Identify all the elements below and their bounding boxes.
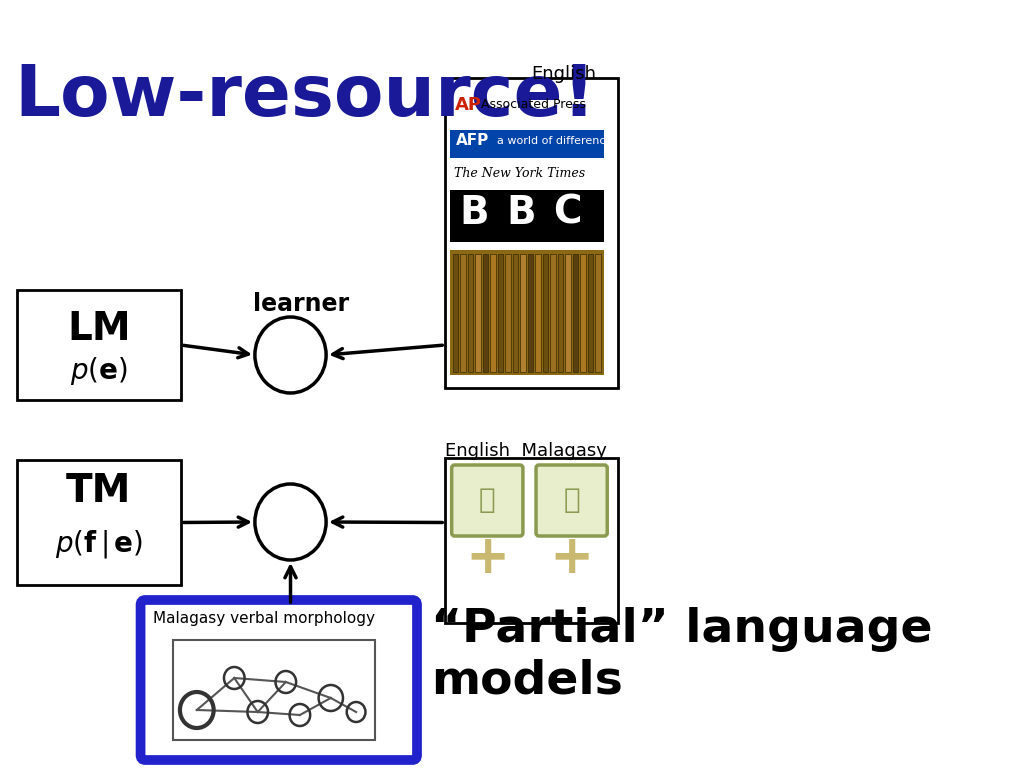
Text: LM: LM xyxy=(67,310,131,348)
FancyBboxPatch shape xyxy=(536,465,607,536)
FancyBboxPatch shape xyxy=(453,254,459,372)
Text: English  Malagasy: English Malagasy xyxy=(445,442,607,460)
FancyBboxPatch shape xyxy=(536,254,541,372)
Text: B: B xyxy=(506,194,536,232)
Text: Malagasy verbal morphology: Malagasy verbal morphology xyxy=(153,611,375,626)
FancyBboxPatch shape xyxy=(445,78,618,388)
Text: B: B xyxy=(459,194,488,232)
FancyBboxPatch shape xyxy=(595,254,601,372)
Text: The New York Times: The New York Times xyxy=(455,167,586,180)
FancyBboxPatch shape xyxy=(527,254,534,372)
Text: AP: AP xyxy=(455,96,481,114)
Text: English: English xyxy=(531,65,596,83)
FancyBboxPatch shape xyxy=(558,254,563,372)
FancyBboxPatch shape xyxy=(520,254,525,372)
Text: Associated Press: Associated Press xyxy=(480,98,586,111)
Text: $p(\mathbf{e})$: $p(\mathbf{e})$ xyxy=(70,355,128,387)
FancyBboxPatch shape xyxy=(450,250,604,375)
FancyBboxPatch shape xyxy=(16,290,181,400)
FancyBboxPatch shape xyxy=(16,460,181,585)
FancyBboxPatch shape xyxy=(450,190,604,242)
Text: 🍴: 🍴 xyxy=(479,486,496,514)
FancyBboxPatch shape xyxy=(490,254,496,372)
FancyBboxPatch shape xyxy=(498,254,503,372)
FancyBboxPatch shape xyxy=(140,600,417,760)
FancyBboxPatch shape xyxy=(572,254,579,372)
Text: AFP: AFP xyxy=(457,133,489,148)
Text: learner: learner xyxy=(253,292,349,316)
FancyBboxPatch shape xyxy=(445,458,618,623)
Text: Low-resource!: Low-resource! xyxy=(14,62,596,131)
Text: $p(\mathbf{f}\,|\,\mathbf{e})$: $p(\mathbf{f}\,|\,\mathbf{e})$ xyxy=(55,528,143,560)
FancyBboxPatch shape xyxy=(513,254,518,372)
FancyBboxPatch shape xyxy=(460,254,466,372)
FancyBboxPatch shape xyxy=(452,465,523,536)
FancyBboxPatch shape xyxy=(580,254,586,372)
FancyBboxPatch shape xyxy=(475,254,480,372)
Text: “Partial” language
models: “Partial” language models xyxy=(431,607,933,704)
Text: 🍴: 🍴 xyxy=(563,486,580,514)
FancyBboxPatch shape xyxy=(550,254,556,372)
FancyBboxPatch shape xyxy=(505,254,511,372)
FancyBboxPatch shape xyxy=(565,254,570,372)
Text: +: + xyxy=(550,532,594,584)
Text: C: C xyxy=(553,194,582,232)
FancyBboxPatch shape xyxy=(468,254,473,372)
Text: +: + xyxy=(465,532,509,584)
FancyBboxPatch shape xyxy=(450,130,604,158)
FancyBboxPatch shape xyxy=(482,254,488,372)
Text: TM: TM xyxy=(67,472,131,510)
FancyBboxPatch shape xyxy=(173,640,375,740)
Text: a world of difference: a world of difference xyxy=(497,136,612,146)
FancyBboxPatch shape xyxy=(543,254,548,372)
FancyBboxPatch shape xyxy=(588,254,593,372)
